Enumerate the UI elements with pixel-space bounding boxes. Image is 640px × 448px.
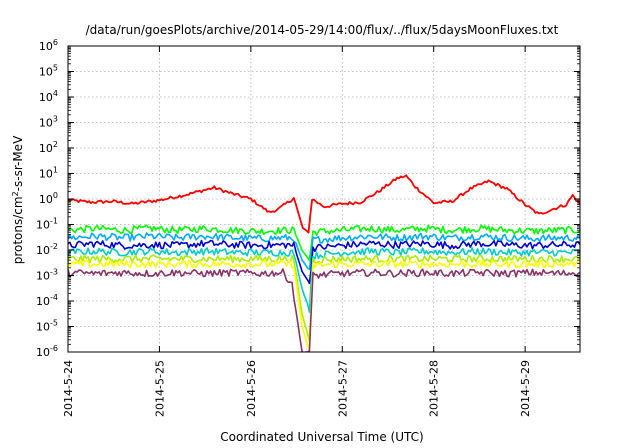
y-tick-base: 10 <box>36 321 50 334</box>
x-tick-label: 2014-5-28 <box>428 360 441 417</box>
y-tick-base: 10 <box>39 40 53 53</box>
y-tick-exponent: -6 <box>50 344 58 353</box>
y-tick-exponent: 1 <box>53 166 58 175</box>
y-tick-label: 102 <box>39 140 58 155</box>
y-axis-label-base: protons/cm <box>11 196 25 264</box>
y-axis-label-sup: 2 <box>11 191 20 196</box>
y-tick-label: 10-3 <box>36 268 58 283</box>
y-tick-label: 100 <box>39 191 58 206</box>
y-tick-exponent: -5 <box>50 319 58 328</box>
y-tick-exponent: 3 <box>53 115 58 124</box>
y-tick-base: 10 <box>39 193 53 206</box>
x-tick-label: 2014-5-29 <box>519 360 532 417</box>
x-tick-label: 2014-5-26 <box>245 360 258 417</box>
y-tick-base: 10 <box>36 270 50 283</box>
y-tick-base: 10 <box>36 295 50 308</box>
series-layer <box>68 174 580 352</box>
y-tick-label: 103 <box>39 115 58 130</box>
x-tick-labels: 2014-5-24 2014-5-25 2014-5-26 2014-5-27 2014… <box>62 360 532 417</box>
y-tick-exponent: -4 <box>50 293 58 302</box>
x-tick-label: 2014-5-27 <box>336 360 349 417</box>
y-tick-base: 10 <box>39 91 53 104</box>
series-line <box>68 259 580 350</box>
y-tick-label: 10-2 <box>36 242 58 257</box>
y-tick-exponent: 6 <box>53 38 58 47</box>
y-axis-label-tail: -s-sr-MeV <box>11 135 25 191</box>
grid-lines <box>68 46 580 352</box>
x-tick-label: 2014-5-25 <box>153 360 166 417</box>
y-tick-label: 10-6 <box>36 344 58 359</box>
y-tick-label: 10-1 <box>36 217 58 232</box>
y-tick-labels: 10-610-510-410-310-210-11001011021031041… <box>36 38 58 359</box>
x-tick-label: 2014-5-24 <box>62 360 75 417</box>
y-tick-label: 106 <box>39 38 58 53</box>
series-line <box>68 224 580 262</box>
y-tick-exponent: 0 <box>53 191 58 200</box>
y-tick-label: 101 <box>39 166 58 181</box>
y-tick-base: 10 <box>36 244 50 257</box>
y-tick-exponent: 5 <box>53 64 58 73</box>
y-tick-base: 10 <box>39 168 53 181</box>
x-axis-label: Coordinated Universal Time (UTC) <box>220 430 423 444</box>
y-tick-base: 10 <box>39 142 53 155</box>
y-tick-base: 10 <box>39 66 53 79</box>
y-tick-label: 10-5 <box>36 319 58 334</box>
y-tick-label: 105 <box>39 64 58 79</box>
y-tick-label: 104 <box>39 89 58 104</box>
axis-ticks <box>67 45 580 353</box>
y-tick-exponent: -2 <box>50 242 58 251</box>
series-line <box>68 232 580 271</box>
chart-title: /data/run/goesPlots/archive/2014-05-29/1… <box>86 23 559 37</box>
series-line <box>68 239 580 285</box>
y-tick-exponent: -1 <box>50 217 58 226</box>
y-tick-base: 10 <box>36 219 50 232</box>
y-tick-exponent: 2 <box>53 140 58 149</box>
series-line <box>68 174 580 234</box>
y-tick-base: 10 <box>39 117 53 130</box>
y-tick-exponent: 4 <box>53 89 58 98</box>
y-tick-base: 10 <box>36 346 50 359</box>
y-axis-label: protons/cm2-s-sr-MeV <box>11 135 26 264</box>
y-tick-label: 10-4 <box>36 293 58 308</box>
y-tick-exponent: -3 <box>50 268 58 277</box>
series-line <box>68 268 580 352</box>
